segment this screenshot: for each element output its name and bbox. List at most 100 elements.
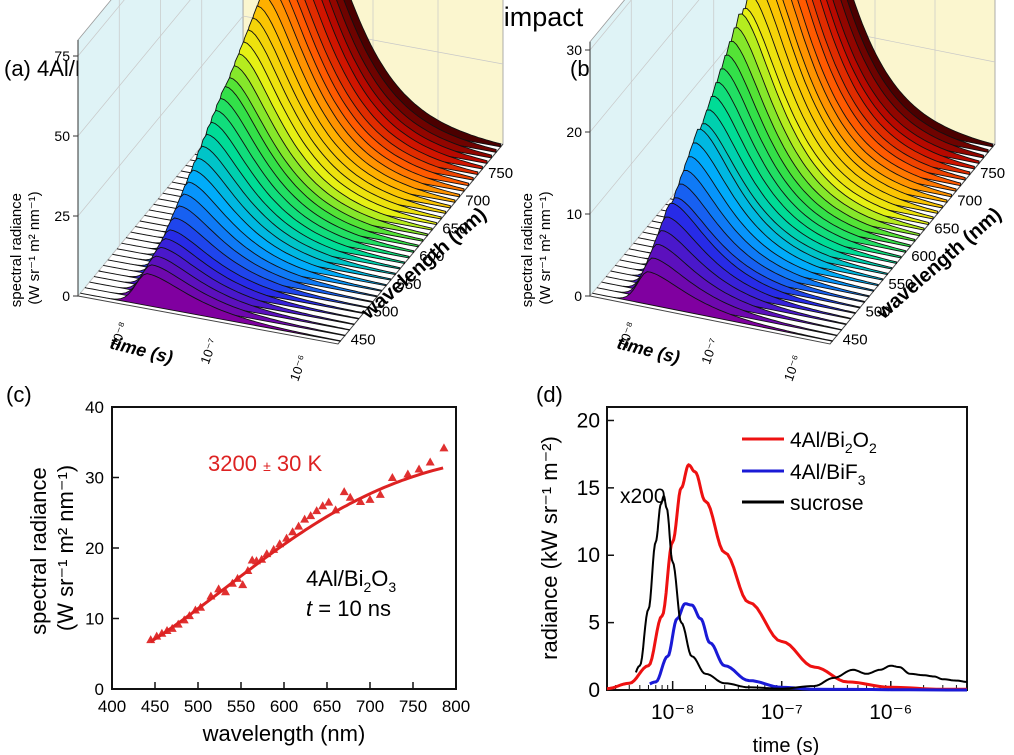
y-tick-label: 20 bbox=[577, 409, 600, 432]
data-point bbox=[221, 587, 231, 596]
time-tick-label: 10⁻⁷ bbox=[698, 336, 721, 366]
data-point bbox=[238, 580, 248, 589]
wavelength-tick-label: 600 bbox=[911, 248, 936, 265]
panel-a-xlabel: time (s) bbox=[108, 333, 175, 368]
panel-c-time: t = 10 ns bbox=[306, 596, 391, 621]
panel-b-z-ticks: 0 10 20 30 bbox=[566, 41, 591, 304]
data-point bbox=[403, 469, 413, 478]
panel-d-frame bbox=[606, 406, 968, 691]
data-point bbox=[439, 443, 449, 452]
y-tick-label: 40 bbox=[85, 398, 104, 417]
series-line-2 bbox=[649, 602, 967, 692]
data-point bbox=[288, 527, 298, 536]
y-tick-label: 15 bbox=[577, 477, 600, 500]
x-tick-label: 750 bbox=[399, 697, 427, 716]
panel-a-curves bbox=[80, 0, 502, 342]
wavelength-tick-label: 550 bbox=[396, 276, 421, 293]
z-tick-label: 75 bbox=[54, 48, 70, 64]
time-tick-label: 10⁻⁶ bbox=[287, 353, 310, 383]
x-tick-label: 450 bbox=[141, 697, 169, 716]
x-tick-label: 10⁻⁷ bbox=[761, 701, 803, 724]
data-point bbox=[425, 457, 435, 466]
floor-edge bbox=[589, 143, 996, 345]
y-tick-label: 20 bbox=[85, 539, 104, 558]
panel-d-label: (d) bbox=[536, 382, 563, 407]
panel-c-xlabel: wavelength (nm) bbox=[202, 721, 366, 746]
wavelength-tick-label: 650 bbox=[934, 220, 959, 237]
data-point bbox=[375, 489, 385, 498]
waterfall-curve bbox=[592, 271, 833, 342]
data-point bbox=[300, 514, 310, 523]
data-point bbox=[365, 494, 375, 503]
panel-c-fit-line bbox=[149, 466, 444, 643]
wavelength-tick-label: 600 bbox=[419, 248, 444, 265]
series-line-1 bbox=[606, 463, 967, 691]
x-tick-label: 650 bbox=[313, 697, 341, 716]
grid-line bbox=[77, 0, 191, 137]
wavelength-tick-label: 500 bbox=[374, 304, 399, 321]
panel-d-annotation: x200 bbox=[620, 485, 666, 508]
panel-a-wavelength-ticks: 450 500 550 600 650 700 750 bbox=[351, 165, 514, 349]
floor-edge bbox=[77, 143, 504, 345]
y-tick-label: 0 bbox=[588, 679, 600, 702]
z-tick-label: 0 bbox=[62, 288, 70, 304]
panel-c-sample: 4Al/Bi2O3 bbox=[306, 566, 396, 595]
panel-c-ylabel: spectral radiance (W sr⁻¹ m² nm⁻¹) bbox=[26, 461, 78, 635]
panel-b-wavelength-ticks: 450 500 550 600 650 700 750 bbox=[843, 165, 1006, 349]
data-point bbox=[312, 506, 322, 515]
x-tick-label: 800 bbox=[442, 697, 470, 716]
z-tick-label: 25 bbox=[54, 208, 70, 224]
panel-d-ticks: 0 5 10 15 20 10⁻⁸ 10⁻⁷ 10⁻⁶ bbox=[577, 409, 968, 724]
x-tick-label: 10⁻⁸ bbox=[651, 701, 694, 724]
data-point bbox=[318, 501, 328, 510]
wavelength-tick-label: 700 bbox=[957, 193, 982, 210]
wavelength-tick-label: 550 bbox=[888, 276, 913, 293]
z-tick-label: 20 bbox=[566, 124, 582, 140]
z-tick-label: 0 bbox=[574, 288, 582, 304]
panel-c-ticks: 400 450 500 550 600 650 700 750 800 0 10 20 30 40 bbox=[85, 398, 470, 716]
wavelength-tick-label: 700 bbox=[465, 193, 490, 210]
wavelength-tick-label: 750 bbox=[980, 165, 1005, 182]
y-tick-label: 5 bbox=[588, 612, 600, 635]
grid-line bbox=[589, 0, 700, 133]
time-tick-label: 10⁻⁷ bbox=[197, 336, 220, 366]
data-point bbox=[294, 521, 304, 530]
wavelength-tick-label: 650 bbox=[442, 220, 467, 237]
waterfall-curve bbox=[80, 273, 341, 342]
x-tick-label: 550 bbox=[227, 697, 255, 716]
panel-c-label: (c) bbox=[6, 382, 32, 407]
panel-a-zlabel: spectral radiance (W sr⁻¹ m² nm⁻¹) bbox=[8, 189, 43, 307]
data-point bbox=[324, 497, 334, 506]
panel-c-frame bbox=[111, 406, 457, 690]
grid-line bbox=[77, 15, 504, 217]
legend-label-bi2o2: 4Al/Bi2O2 bbox=[790, 429, 877, 456]
series-line-3 bbox=[634, 494, 967, 690]
data-point bbox=[339, 487, 349, 496]
z-tick-label: 50 bbox=[54, 128, 70, 144]
legend-label-bif3: 4Al/BiF3 bbox=[790, 461, 866, 488]
x-tick-label: 500 bbox=[184, 697, 212, 716]
panel-d-xlabel: time (s) bbox=[753, 735, 820, 755]
wavelength-tick-label: 450 bbox=[351, 331, 376, 348]
time-tick-label: 10⁻⁶ bbox=[781, 353, 804, 383]
z-tick-label: 10 bbox=[566, 206, 582, 222]
panel-d-lines bbox=[606, 463, 967, 692]
y-tick-label: 10 bbox=[85, 610, 104, 629]
x-tick-label: 10⁻⁶ bbox=[869, 701, 912, 724]
data-point bbox=[356, 496, 366, 505]
wavelength-tick-label: 750 bbox=[488, 165, 513, 182]
panel-b-xlabel: time (s) bbox=[615, 333, 682, 368]
panel-c-annotation: 3200 ± 30 K bbox=[208, 451, 322, 476]
y-tick-label: 10 bbox=[577, 544, 600, 567]
x-tick-label: 700 bbox=[356, 697, 384, 716]
panel-d-legend: 4Al/Bi2O2 4Al/BiF3 sucrose bbox=[742, 429, 877, 515]
legend-label-sucrose: sucrose bbox=[790, 492, 864, 515]
panel-c-scatter: (c) 400 450 500 550 600 650 700 750 800010203040… bbox=[6, 382, 470, 746]
x-tick-label: 600 bbox=[270, 697, 298, 716]
panel-d-ylabel: radiance (kW sr⁻¹ m⁻²) bbox=[537, 436, 562, 660]
y-tick-label: 30 bbox=[85, 469, 104, 488]
panel-b-zlabel: spectral radiance (W sr⁻¹ m² nm⁻¹) bbox=[519, 189, 554, 307]
z-tick-label: 30 bbox=[566, 42, 582, 58]
